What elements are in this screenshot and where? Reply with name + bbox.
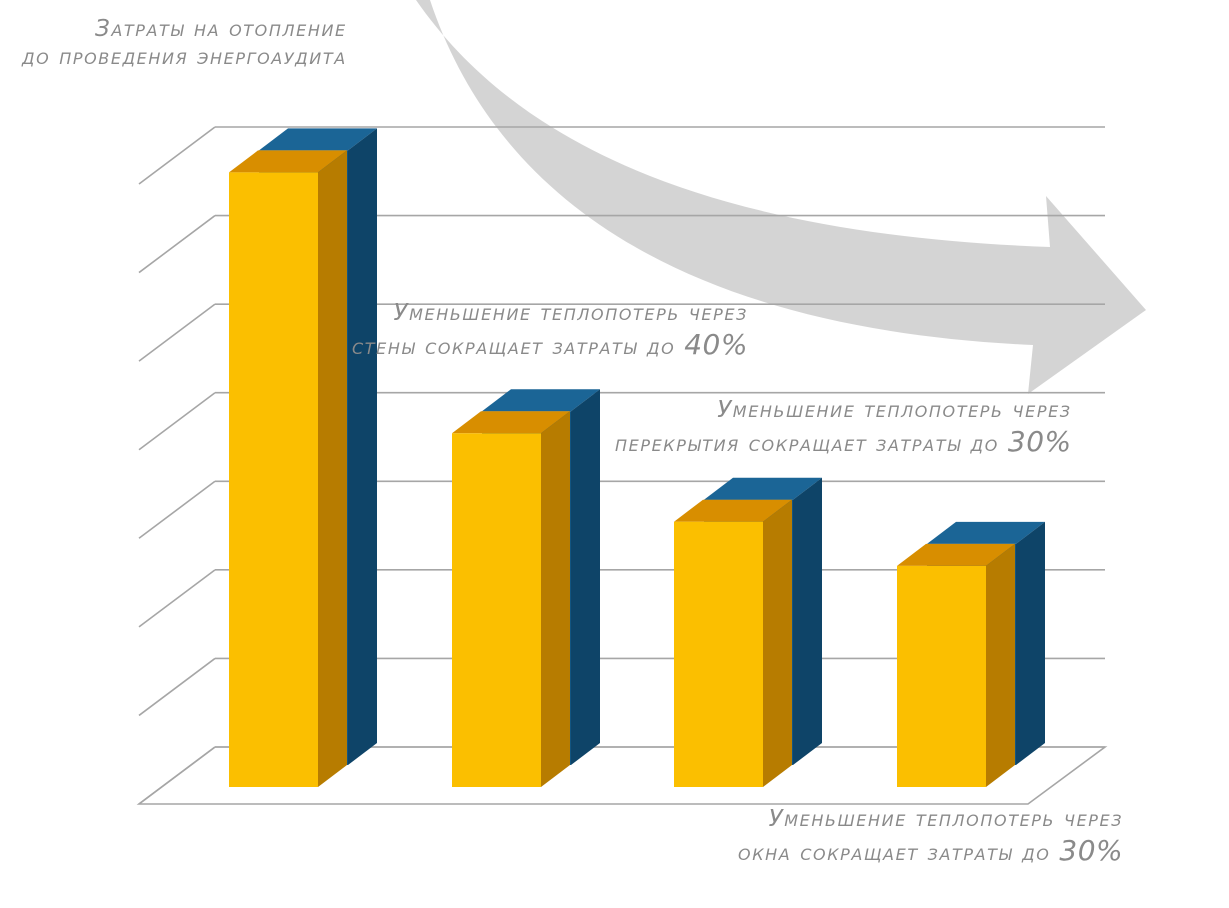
bar-side xyxy=(318,150,347,787)
annotation-line-1: Уменьшение теплопотерь через xyxy=(393,300,748,326)
bar xyxy=(452,433,541,787)
gridline-depth xyxy=(138,303,216,362)
bar-back-side xyxy=(793,477,822,765)
annotation-percent: 30% xyxy=(1007,424,1072,458)
bar-top xyxy=(452,411,570,434)
annotation-line-2-wrap: стены сокращает затраты до 40% xyxy=(352,328,748,362)
bar xyxy=(897,565,986,787)
bar-back-top xyxy=(927,521,1045,544)
annotation-line-1: Уменьшение теплопотерь через xyxy=(717,397,1072,423)
bar xyxy=(229,172,318,787)
annotation-percent: 30% xyxy=(1059,833,1124,867)
annotation-line-2: перекрытия сокращает затраты до xyxy=(615,430,999,457)
gridline-depth xyxy=(138,569,216,628)
annotation-line-2: стены сокращает затраты до xyxy=(352,333,676,360)
bar-back-top xyxy=(704,477,822,500)
gridline-depth xyxy=(138,657,216,717)
bar-back-top xyxy=(482,389,600,412)
gridline-depth xyxy=(138,392,216,451)
bar-side xyxy=(986,543,1015,787)
gridline-depth xyxy=(138,126,216,185)
bar-back-side xyxy=(571,389,600,765)
bar-side xyxy=(763,499,792,787)
gridline-depth xyxy=(138,480,216,539)
bar-top xyxy=(229,150,347,173)
bar xyxy=(674,521,763,787)
annotation-line-1: Уменьшение теплопотерь через xyxy=(768,806,1124,832)
annotation-walls: Уменьшение теплопотерь через стены сокра… xyxy=(352,300,748,361)
bar-top xyxy=(674,499,792,522)
annotation-windows: Уменьшение теплопотерь через окна сокращ… xyxy=(738,806,1123,867)
decrease-arrow xyxy=(416,0,1146,394)
annotation-baseline: Затраты на отопление до проведения энерг… xyxy=(22,16,347,71)
annotation-ceilings: Уменьшение теплопотерь через перекрытия … xyxy=(615,397,1072,458)
bar-back-side xyxy=(1016,521,1045,765)
bar-side xyxy=(541,411,570,787)
annotation-line-2-wrap: окна сокращает затраты до 30% xyxy=(738,834,1123,868)
bar-back-top xyxy=(259,128,377,151)
annotation-line-2: до проведения энергоаудита xyxy=(22,43,347,70)
bar-series xyxy=(229,128,1045,787)
bar-top xyxy=(897,543,1015,566)
gridline-depth xyxy=(138,214,216,274)
annotation-line-2-wrap: перекрытия сокращает затраты до 30% xyxy=(615,425,1072,459)
annotation-percent: 40% xyxy=(684,327,748,361)
bar-back-side xyxy=(348,128,377,765)
annotation-line-1: Затраты на отопление xyxy=(94,16,347,42)
annotation-line-2: окна сокращает затраты до xyxy=(738,839,1051,866)
